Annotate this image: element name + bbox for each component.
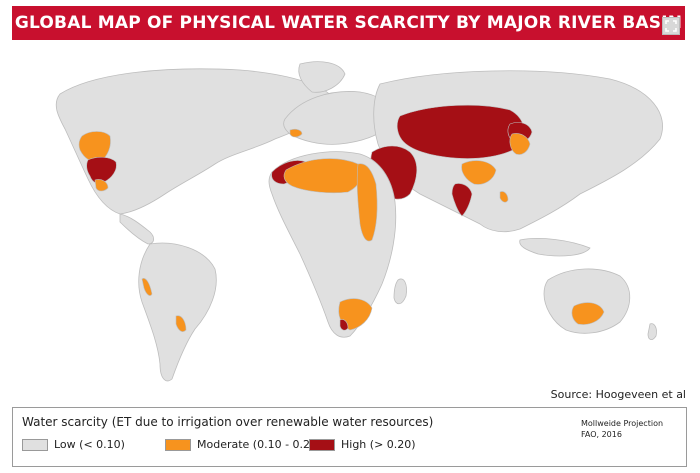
projection-name: Mollweide Projection <box>581 419 664 428</box>
region-central-america <box>119 213 154 245</box>
region-greenland <box>298 61 346 93</box>
source-credit: Source: Hoogeveen et al <box>550 388 686 401</box>
legend-swatch-low <box>22 438 48 451</box>
region-china-moderate <box>509 133 531 155</box>
legend-box: Water scarcity (ET due to irrigation ove… <box>12 407 687 467</box>
region-australia <box>543 268 631 334</box>
region-argentina-moderate <box>175 315 187 332</box>
projection-credit: FAO, 2016 <box>581 430 622 439</box>
region-andes-moderate <box>141 278 153 296</box>
map-title: GLOBAL MAP OF PHYSICAL WATER SCARCITY BY… <box>12 6 685 40</box>
legend-item-moderate: Moderate (0.10 - 0.20) <box>165 438 321 451</box>
legend-label-low: Low (< 0.10) <box>54 438 125 451</box>
region-mexico-moderate <box>94 179 109 192</box>
region-new-zealand <box>647 323 657 340</box>
region-south-america <box>138 242 217 382</box>
world-map <box>0 44 700 404</box>
region-iberia-moderate <box>289 128 303 138</box>
region-cape-high <box>339 319 349 331</box>
legend-label-high: High (> 0.20) <box>341 438 416 451</box>
projection-note: Mollweide Projection FAO, 2016 <box>581 418 663 440</box>
legend-swatch-moderate <box>165 438 191 451</box>
region-nile-moderate <box>356 163 378 242</box>
region-indonesia <box>519 238 591 257</box>
region-europe <box>283 91 392 145</box>
region-madagascar <box>393 278 407 305</box>
legend-label-moderate: Moderate (0.10 - 0.20) <box>197 438 322 451</box>
map-title-text: GLOBAL MAP OF PHYSICAL WATER SCARCITY BY… <box>14 13 683 33</box>
region-southeast-asia-moderate <box>499 191 509 203</box>
legend-item-low: Low (< 0.10) <box>22 438 125 451</box>
legend-item-high: High (> 0.20) <box>309 438 416 451</box>
region-murray-darling-moderate <box>571 302 605 325</box>
expand-button[interactable] <box>662 17 680 35</box>
expand-icon <box>665 20 677 32</box>
region-north-america <box>55 68 336 215</box>
legend-swatch-high <box>309 438 335 451</box>
region-india-moderate <box>461 160 497 185</box>
region-sahel-moderate <box>283 158 362 194</box>
region-central-asia-high <box>396 104 525 159</box>
world-map-svg <box>55 61 663 382</box>
legend-title: Water scarcity (ET due to irrigation ove… <box>22 415 434 429</box>
region-india-high <box>451 183 473 217</box>
